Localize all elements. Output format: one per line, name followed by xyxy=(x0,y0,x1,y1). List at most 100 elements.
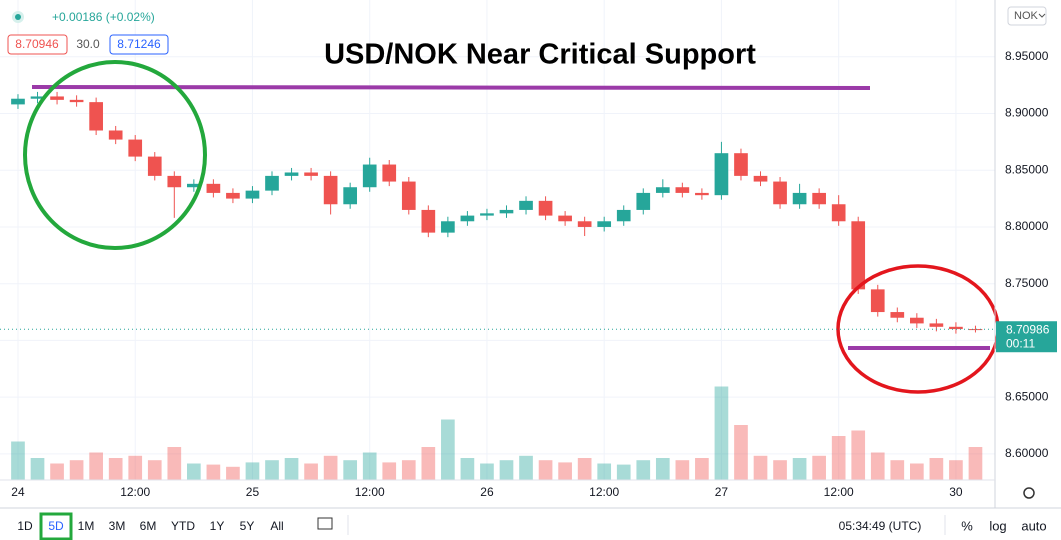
volume-bar xyxy=(441,419,455,480)
last-price-label: 8.70986 xyxy=(1006,322,1050,336)
x-tick-label: 25 xyxy=(246,485,260,499)
y-tick-label: 8.80000 xyxy=(1005,219,1049,233)
candle-body xyxy=(675,187,690,193)
resistance-line xyxy=(31,85,871,90)
volume-bar xyxy=(831,436,846,480)
range-button[interactable]: 5D xyxy=(48,519,64,533)
scale-button[interactable]: log xyxy=(989,518,1006,533)
volume-bar xyxy=(636,460,651,480)
candle-body xyxy=(499,209,514,214)
x-tick-label: 24 xyxy=(11,485,25,499)
volume-bar xyxy=(167,447,182,480)
volume-bar xyxy=(909,463,924,480)
candle-body xyxy=(890,312,905,318)
candle-body xyxy=(362,164,377,188)
x-tick-label: 12:00 xyxy=(120,485,150,499)
candle-body xyxy=(909,317,924,324)
volume-bar xyxy=(558,462,572,480)
volume-layer xyxy=(11,386,983,480)
candle-body xyxy=(714,153,729,196)
candle-body xyxy=(50,96,64,100)
ask-box[interactable] xyxy=(109,34,169,55)
volume-bar xyxy=(304,463,318,480)
volume-bar xyxy=(421,447,436,480)
candle-body xyxy=(695,192,709,196)
volume-bar xyxy=(108,458,123,480)
y-tick-label: 8.75000 xyxy=(1005,276,1049,290)
candle-body xyxy=(538,200,553,216)
candle-body xyxy=(870,289,885,313)
candle-body xyxy=(401,181,416,210)
range-button[interactable]: 6M xyxy=(140,519,157,533)
ask-price: 8.71246 xyxy=(117,37,161,51)
y-tick-label: 8.95000 xyxy=(1005,49,1049,63)
candle-body xyxy=(187,183,201,188)
highlight-circle xyxy=(23,60,207,250)
candle-body xyxy=(69,99,84,103)
x-tick-label: 12:00 xyxy=(355,485,385,499)
candle-body xyxy=(655,187,670,193)
range-button[interactable]: 1Y xyxy=(210,519,225,533)
range-button[interactable]: 1M xyxy=(78,519,95,533)
volume-bar xyxy=(284,458,299,480)
candle-body xyxy=(734,153,748,176)
candle-body xyxy=(304,172,318,176)
volume-bar xyxy=(147,460,162,480)
candle-body xyxy=(11,98,25,105)
y-tick-label: 8.60000 xyxy=(1005,446,1049,460)
x-tick-label: 12:00 xyxy=(589,485,619,499)
candle-body xyxy=(616,209,631,222)
x-tick-label: 12:00 xyxy=(824,485,854,499)
y-tick-label: 8.90000 xyxy=(1005,106,1049,120)
volume-bar xyxy=(616,464,631,480)
candle-body xyxy=(949,326,963,330)
volume-bar xyxy=(69,460,84,480)
selected-range xyxy=(39,512,73,540)
bid-box[interactable] xyxy=(7,34,68,55)
currency: NOK xyxy=(1014,10,1039,22)
currency-button[interactable] xyxy=(1007,6,1047,26)
volume-bar xyxy=(753,455,768,480)
candle-body xyxy=(89,102,103,131)
volume-bar xyxy=(50,463,64,480)
volume-bar xyxy=(597,463,612,480)
range-button[interactable]: YTD xyxy=(171,519,195,533)
settings-icon[interactable] xyxy=(1023,487,1035,499)
x-tick-label: 30 xyxy=(949,485,963,499)
range-button[interactable]: 5Y xyxy=(240,519,255,533)
candle-body xyxy=(597,221,612,227)
scale-button[interactable]: auto xyxy=(1021,518,1046,533)
candle-body xyxy=(284,172,299,176)
spread: 30.0 xyxy=(76,37,100,51)
volume-bar xyxy=(382,462,397,480)
range-button[interactable]: 3M xyxy=(109,519,126,533)
candle-body xyxy=(245,190,260,199)
volume-bar xyxy=(265,460,279,480)
candle-body xyxy=(460,215,475,222)
volume-bar xyxy=(401,460,416,480)
candle-body xyxy=(968,329,983,331)
candle-body xyxy=(30,96,45,99)
candle-body xyxy=(108,130,123,140)
range-button[interactable]: 1D xyxy=(17,519,33,533)
range-button[interactable]: All xyxy=(270,519,283,533)
candle-body xyxy=(206,183,221,193)
volume-bar xyxy=(792,458,807,480)
volume-bar xyxy=(187,463,201,480)
candle-body xyxy=(147,156,162,176)
date-range-icon[interactable] xyxy=(317,517,333,530)
candle-body xyxy=(265,175,279,191)
scale-button[interactable]: % xyxy=(961,518,973,533)
volume-bar xyxy=(226,466,240,480)
change-label: +0.00186 (+0.02%) xyxy=(52,10,155,24)
candle-body xyxy=(851,221,866,290)
y-tick-label: 8.65000 xyxy=(1005,389,1049,403)
candle-body xyxy=(792,192,807,205)
volume-bar xyxy=(675,460,690,480)
candle-body xyxy=(382,164,397,182)
clock: 05:34:49 (UTC) xyxy=(839,519,922,533)
candle-body xyxy=(577,221,592,227)
volume-bar xyxy=(128,455,143,480)
candle-body xyxy=(480,213,494,216)
volume-bar xyxy=(773,460,787,480)
